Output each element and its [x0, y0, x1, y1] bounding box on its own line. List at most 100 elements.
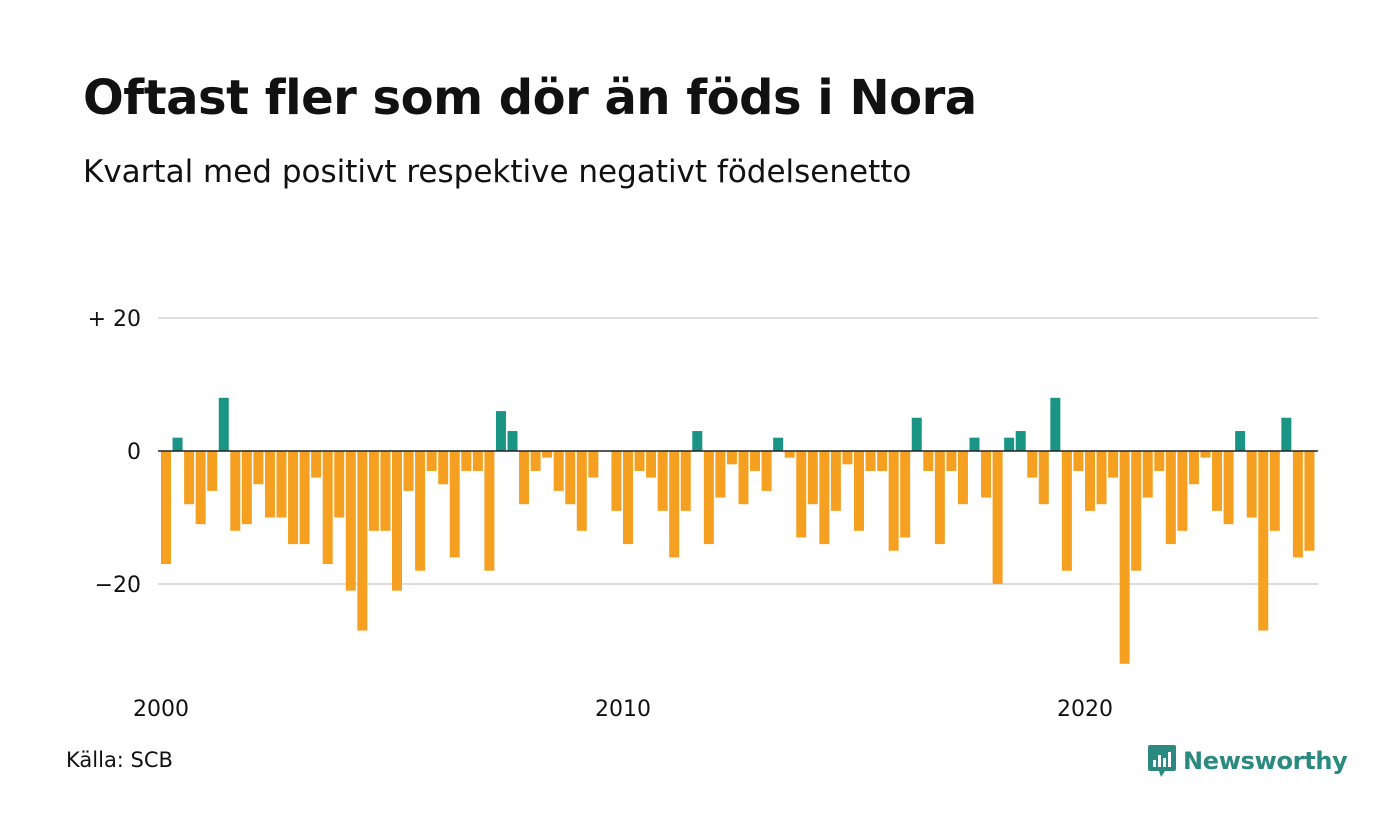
bar: [1027, 451, 1038, 478]
bar: [472, 451, 483, 471]
bar: [184, 451, 195, 505]
bar: [796, 451, 807, 538]
bar: [726, 451, 737, 465]
bar: [230, 451, 241, 531]
bar: [1004, 437, 1015, 451]
bar: [773, 437, 784, 451]
bar: [981, 451, 992, 498]
bar: [888, 451, 899, 551]
bar: [241, 451, 252, 525]
bar: [172, 437, 183, 451]
bar: [161, 451, 171, 565]
bar: [357, 451, 368, 631]
bar: [253, 451, 264, 485]
bar: [1269, 451, 1280, 531]
bar: [807, 451, 818, 505]
bar: [923, 451, 934, 471]
bar: [1223, 451, 1234, 525]
bar: [1085, 451, 1095, 511]
bar: [738, 451, 749, 505]
bar: [1177, 451, 1188, 531]
bar: [877, 451, 888, 471]
newsworthy-logo-icon: [1148, 745, 1176, 777]
bar: [1154, 451, 1165, 471]
bar: [415, 451, 426, 571]
bar: [1050, 397, 1061, 451]
bar: [1200, 451, 1211, 458]
bar-chart: + 20 0 −20 2000 2010 2020: [88, 307, 1318, 722]
bar: [715, 451, 726, 498]
bar: [842, 451, 853, 465]
chart-subtitle: Kvartal med positivt respektive negativt…: [83, 154, 912, 190]
bar: [900, 451, 911, 538]
brand-name: Newsworthy: [1183, 747, 1348, 775]
y-tick-label: 0: [127, 440, 141, 465]
bar: [495, 411, 506, 451]
bar: [207, 451, 218, 491]
x-tick-label: 2010: [595, 697, 651, 722]
bar: [657, 451, 668, 511]
bar: [703, 451, 714, 545]
bar: [426, 451, 437, 471]
bar: [1281, 417, 1292, 451]
bar: [819, 451, 830, 545]
bar: [634, 451, 645, 471]
bar: [345, 451, 356, 591]
bar: [969, 437, 980, 451]
bar: [1258, 451, 1269, 631]
bar: [854, 451, 864, 531]
bar: [519, 451, 530, 505]
bar: [1188, 451, 1199, 485]
bar: [438, 451, 449, 485]
bar: [461, 451, 472, 471]
bar: [276, 451, 287, 518]
bar: [403, 451, 414, 491]
x-tick-label: 2000: [133, 697, 189, 722]
bar: [195, 451, 206, 525]
bar: [553, 451, 564, 491]
source-label: Källa: SCB: [66, 748, 173, 772]
bar: [669, 451, 680, 558]
bar: [1131, 451, 1142, 571]
chart-title: Oftast fler som dör än föds i Nora: [83, 70, 977, 126]
bar: [1073, 451, 1084, 471]
bar: [911, 417, 922, 451]
bar: [530, 451, 541, 471]
bar: [392, 451, 402, 591]
bar: [311, 451, 322, 478]
bar: [507, 431, 518, 451]
bar: [784, 451, 795, 458]
bar: [1119, 451, 1130, 664]
bar: [1061, 451, 1072, 571]
bar: [1292, 451, 1303, 558]
x-tick-label: 2020: [1057, 697, 1113, 722]
bar: [334, 451, 345, 518]
bar: [484, 451, 495, 571]
bar: [646, 451, 657, 478]
bar: [680, 451, 691, 511]
bar: [368, 451, 379, 531]
bar: [1246, 451, 1257, 518]
bar: [1304, 451, 1315, 551]
bar: [1015, 431, 1026, 451]
y-tick-label: −20: [95, 573, 141, 598]
bar: [1165, 451, 1176, 545]
bar: [1142, 451, 1153, 498]
bar: [750, 451, 761, 471]
bar: [934, 451, 945, 545]
bar: [692, 431, 703, 451]
y-tick-label: + 20: [88, 307, 141, 332]
bar: [288, 451, 299, 545]
bar: [1108, 451, 1119, 478]
bar: [946, 451, 957, 471]
bar: [542, 451, 553, 458]
bar: [1212, 451, 1223, 511]
bar: [264, 451, 275, 518]
bar: [761, 451, 772, 491]
bar: [957, 451, 968, 505]
brand-logo[interactable]: Newsworthy: [1147, 741, 1348, 781]
bar: [830, 451, 841, 511]
bar: [1038, 451, 1049, 505]
bar: [322, 451, 333, 565]
bar: [380, 451, 391, 531]
